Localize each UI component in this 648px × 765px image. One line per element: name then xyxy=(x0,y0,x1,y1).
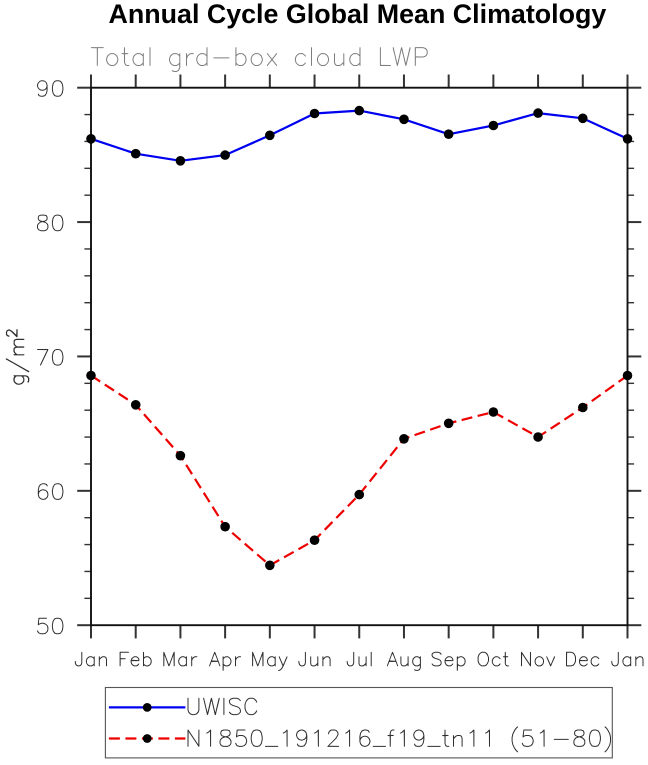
svg-text:Annual Cycle Global Mean Clima: Annual Cycle Global Mean Climatology xyxy=(109,0,607,29)
